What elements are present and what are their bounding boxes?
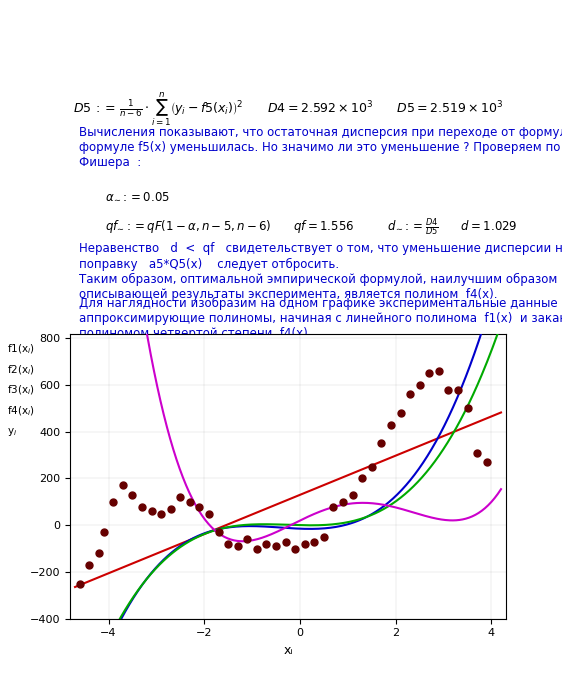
Point [147, 506, 156, 517]
X-axis label: xᵢ: xᵢ [283, 644, 293, 657]
Point [176, 491, 185, 502]
Point [482, 457, 491, 468]
Point [368, 461, 377, 473]
Point [319, 531, 328, 542]
Text: Вычисления показывают, что остаточная дисперсия при переходе от формулы f4(x) к
: Вычисления показывают, что остаточная ди… [79, 126, 562, 169]
Point [224, 539, 233, 550]
Point [166, 503, 175, 514]
Point [214, 527, 223, 538]
Point [473, 448, 482, 459]
Point [425, 368, 434, 379]
Point [434, 366, 443, 377]
Point [262, 539, 271, 550]
Point [338, 496, 347, 507]
Point [310, 536, 319, 547]
Text: $D5 \,:=\, \frac{1}{n-6} \cdot \sum_{i=1}^{n} \left(y_i - f5(x_i)\right)^2$$\qua: $D5 \,:=\, \frac{1}{n-6} \cdot \sum_{i=1… [72, 90, 504, 129]
Legend: f1(x$_i$), f2(x$_i$), f3(x$_i$), f4(x$_i$), y$_i$: f1(x$_i$), f2(x$_i$), f3(x$_i$), f4(x$_i… [0, 339, 38, 441]
Point [300, 539, 309, 550]
Text: $\alpha_{\!\sim}\!:= 0.05$: $\alpha_{\!\sim}\!:= 0.05$ [105, 190, 170, 203]
Point [415, 379, 424, 391]
Text: Для наглядности изобразим на одном графике экспериментальные данные и все
аппрок: Для наглядности изобразим на одном графи… [79, 297, 562, 340]
Point [119, 480, 128, 491]
Point [348, 489, 357, 500]
Point [454, 384, 463, 395]
Point [75, 578, 84, 589]
Text: $qf_{\!\sim}\!:= qF(1 - \alpha, n - 5, n - 6)$$\quad\quad qf = 1.556 \quad\quad\: $qf_{\!\sim}\!:= qF(1 - \alpha, n - 5, n… [105, 216, 518, 238]
Point [281, 536, 290, 547]
Point [138, 501, 147, 512]
Point [195, 501, 204, 512]
Point [252, 543, 261, 554]
Point [396, 407, 405, 418]
Point [387, 419, 396, 430]
Point [185, 496, 194, 507]
Point [157, 508, 166, 519]
Point [109, 496, 118, 507]
Point [358, 473, 367, 484]
Text: Неравенство   d  <  qf   свидетельствует о том, что уменьшение дисперсии незначи: Неравенство d < qf свидетельствует о том… [79, 243, 562, 301]
Point [128, 489, 137, 500]
Point [377, 438, 386, 449]
Point [85, 559, 94, 571]
Point [233, 541, 242, 552]
Point [329, 501, 338, 512]
Point [94, 548, 103, 559]
Point [291, 543, 300, 554]
Point [271, 541, 280, 552]
Point [444, 384, 453, 395]
Point [463, 403, 472, 414]
Point [99, 527, 108, 538]
Point [205, 508, 214, 519]
Point [243, 534, 252, 545]
Point [406, 389, 415, 400]
